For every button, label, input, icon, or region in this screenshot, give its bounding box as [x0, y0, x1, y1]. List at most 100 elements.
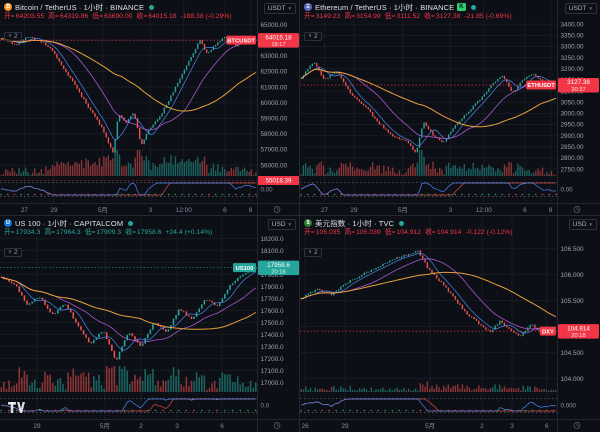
svg-text:18:17: 18:17	[271, 42, 285, 48]
svg-text:55018.39: 55018.39	[266, 178, 292, 185]
currency-dropdown[interactable]: USD ▼	[267, 219, 296, 230]
svg-text:17958.6: 17958.6	[267, 262, 290, 269]
svg-text:17200.0: 17200.0	[261, 356, 285, 363]
chart-panel-btcusdt: 55018.3965000.0064000.0063000.0062000.00…	[0, 0, 300, 216]
chevron-down-icon: ▼	[588, 222, 593, 227]
svg-text:56000.00: 56000.00	[261, 162, 288, 169]
chevron-down-icon: ▼	[287, 6, 292, 11]
oscillator-pane	[300, 182, 557, 197]
oscillator-axis-value: 0.00	[261, 187, 274, 194]
svg-text:3200.00: 3200.00	[561, 66, 585, 73]
volume-layer	[0, 366, 257, 392]
svg-text:6: 6	[223, 207, 227, 214]
indicator-count: 2	[314, 248, 318, 256]
svg-text:3: 3	[510, 423, 514, 430]
volume-layer	[300, 381, 557, 392]
time-axis[interactable]: 27 29 5月 3 12:00 6 8	[300, 203, 600, 215]
svg-text:17700.0: 17700.0	[261, 296, 285, 303]
svg-text:3000.00: 3000.00	[561, 111, 585, 118]
oscillator-pane	[0, 182, 257, 197]
oscillator-axis-value: 0.000	[561, 403, 577, 410]
svg-text:2950.00: 2950.00	[561, 122, 585, 129]
collapse-indicators-button[interactable]: ∨ 2	[304, 247, 322, 257]
currency-dropdown[interactable]: USDT ▼	[564, 3, 597, 14]
chart-canvas[interactable]: 18200.018100.018000.017900.017800.017700…	[0, 216, 300, 432]
svg-text:106.000: 106.000	[561, 272, 585, 279]
svg-text:17500.0: 17500.0	[261, 320, 285, 327]
price-axis[interactable]: 106.500106.000105.500105.000104.500104.0…	[557, 216, 585, 432]
svg-text:62000.00: 62000.00	[261, 69, 288, 76]
svg-text:26: 26	[302, 423, 310, 430]
svg-text:12:00: 12:00	[176, 207, 192, 214]
svg-text:58000.00: 58000.00	[261, 131, 288, 138]
chart-canvas[interactable]: 3400.003350.003300.003250.003200.003150.…	[300, 0, 600, 216]
svg-text:63000.00: 63000.00	[261, 53, 288, 60]
svg-text:BTCUSDT: BTCUSDT	[227, 38, 255, 44]
svg-text:2: 2	[480, 423, 484, 430]
chart-canvas[interactable]: 106.500106.000105.500105.000104.500104.0…	[300, 216, 600, 432]
svg-text:US100: US100	[236, 266, 254, 272]
chevron-down-icon: ∨	[8, 33, 13, 40]
svg-text:27: 27	[21, 207, 29, 214]
svg-text:2850.00: 2850.00	[561, 144, 585, 151]
moving-averages	[301, 253, 557, 334]
indicator-count: 2	[314, 32, 318, 40]
price-axis[interactable]: 3400.003350.003300.003250.003200.003150.…	[557, 0, 585, 216]
currency-value: USDT	[267, 5, 286, 12]
svg-text:27: 27	[321, 207, 329, 214]
svg-text:17900.0: 17900.0	[261, 272, 285, 279]
symbol-price-tag: DXY	[539, 326, 556, 336]
svg-text:17800.0: 17800.0	[261, 284, 285, 291]
time-axis[interactable]: 26 29 5月 2 3 6	[300, 419, 600, 431]
svg-text:2900.00: 2900.00	[561, 133, 585, 140]
time-axis[interactable]: 29 5月 2 3 6	[0, 419, 300, 431]
collapse-indicators-button[interactable]: ∨ 2	[4, 31, 22, 41]
clock-icon[interactable]	[273, 422, 281, 429]
svg-text:5月: 5月	[398, 206, 408, 214]
chevron-down-icon: ▼	[588, 6, 593, 11]
grid-lines	[300, 216, 557, 419]
clock-icon[interactable]	[573, 206, 581, 213]
svg-text:57000.00: 57000.00	[261, 147, 288, 154]
svg-text:ETHUSDT: ETHUSDT	[527, 83, 555, 89]
svg-text:18100.0: 18100.0	[261, 248, 285, 255]
price-axis[interactable]: 18200.018100.018000.017900.017800.017700…	[257, 216, 285, 432]
chart-panel-dxy: 106.500106.000105.500105.000104.500104.0…	[300, 216, 600, 432]
clock-icon[interactable]	[573, 422, 581, 429]
svg-text:6: 6	[523, 207, 527, 214]
svg-text:29: 29	[350, 207, 358, 214]
svg-text:59000.00: 59000.00	[261, 116, 288, 123]
svg-text:105.500: 105.500	[561, 298, 585, 305]
svg-text:3300.00: 3300.00	[561, 44, 585, 51]
current-price-label: 17958.620:18	[258, 260, 299, 275]
currency-dropdown[interactable]: USDT ▼	[263, 3, 296, 14]
clock-icon[interactable]	[273, 206, 281, 213]
indicator-count: 2	[14, 32, 18, 40]
oscillator-pane	[300, 398, 557, 413]
currency-dropdown[interactable]: USD ▼	[568, 219, 597, 230]
svg-text:61000.00: 61000.00	[261, 84, 288, 91]
moving-averages	[1, 271, 256, 351]
svg-text:3: 3	[149, 207, 153, 214]
svg-text:17400.0: 17400.0	[261, 332, 285, 339]
svg-text:104.000: 104.000	[561, 376, 585, 383]
collapse-indicators-button[interactable]: ∨ 2	[304, 31, 322, 41]
symbol-price-tag: US100	[233, 263, 256, 273]
currency-value: USDT	[568, 5, 587, 12]
svg-text:3127.38: 3127.38	[567, 79, 590, 86]
svg-text:64015.18: 64015.18	[265, 34, 292, 41]
chevron-down-icon: ▼	[287, 222, 292, 227]
oscillator-pane	[0, 398, 257, 413]
symbol-price-tag: ETHUSDT	[526, 80, 556, 90]
collapse-indicators-button[interactable]: ∨ 2	[4, 247, 22, 257]
svg-text:3250.00: 3250.00	[561, 55, 585, 62]
chart-canvas[interactable]: 55018.3965000.0064000.0063000.0062000.00…	[0, 0, 300, 216]
time-axis[interactable]: 27 29 5月 3 12:00 6 8	[0, 203, 300, 215]
svg-text:2: 2	[139, 423, 143, 430]
svg-text:3400.00: 3400.00	[561, 21, 585, 28]
svg-text:5月: 5月	[100, 422, 110, 430]
svg-text:5月: 5月	[98, 206, 108, 214]
moving-averages	[1, 38, 257, 141]
